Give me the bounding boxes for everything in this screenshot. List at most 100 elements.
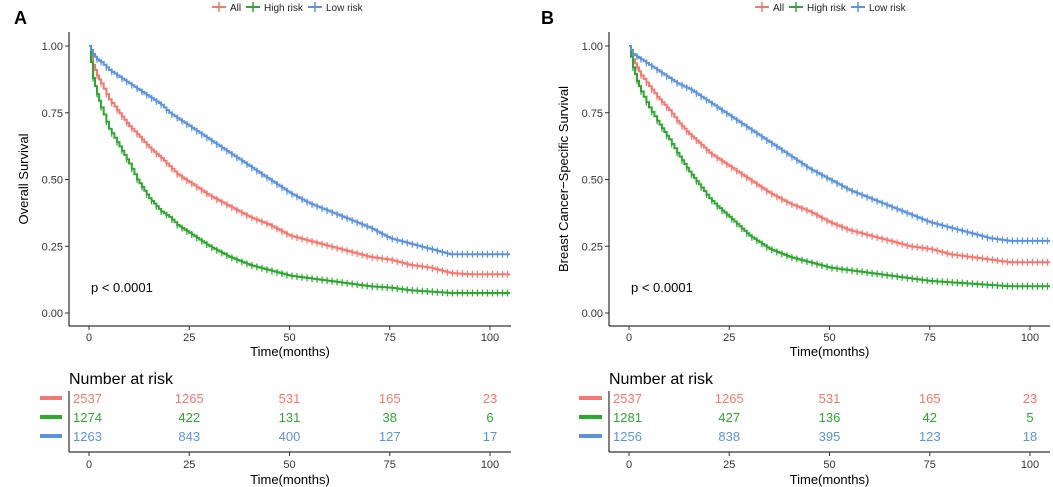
risk-x-tick-label: 25 [723, 459, 735, 471]
x-tick-label: 100 [481, 332, 499, 344]
risk-value: 395 [819, 429, 841, 444]
risk-x-axis-title: Time(months) [250, 472, 330, 487]
legend-item: All [755, 2, 784, 14]
risk-value: 2537 [613, 391, 642, 406]
risk-row-all: 2537 1265 531 165 23 [40, 391, 497, 406]
series-all [89, 45, 511, 278]
risk-row-low-risk: 1256 838 395 123 18 [579, 429, 1037, 444]
p-value: p < 0.0001 [631, 280, 693, 295]
risk-value: 427 [718, 410, 740, 425]
legend-item: High risk [789, 2, 847, 14]
risk-value: 23 [483, 391, 497, 406]
risk-value: 531 [819, 391, 841, 406]
risk-value: 123 [919, 429, 941, 444]
p-value: p < 0.0001 [91, 280, 153, 295]
x-tick-label: 75 [384, 332, 396, 344]
legend-label: Low risk [326, 3, 364, 14]
panel-label: B [541, 8, 554, 28]
y-tick-label: 0.50 [42, 175, 63, 187]
risk-value: 5 [1026, 410, 1033, 425]
risk-value: 23 [1023, 391, 1037, 406]
legend-item: All [212, 2, 241, 14]
x-tick-label: 75 [924, 332, 936, 344]
risk-x-tick-label: 75 [384, 459, 396, 471]
risk-x-tick-label: 50 [823, 459, 835, 471]
series-low-risk [89, 45, 511, 258]
risk-x-axis-title: Time(months) [790, 472, 870, 487]
risk-value: 127 [379, 429, 401, 444]
risk-x-tick-label: 50 [283, 459, 295, 471]
risk-x-tick-label: 0 [626, 459, 632, 471]
risk-value: 18 [1023, 429, 1037, 444]
legend-label: Low risk [869, 3, 907, 14]
risk-value: 422 [178, 410, 200, 425]
y-axis-title: Breast Cancer−Specific Survival [556, 86, 571, 272]
legend-item: High risk [246, 2, 304, 14]
risk-table: Number at risk 2537 1265 531 165 23 1274 422 131… [40, 371, 511, 487]
risk-value: 1265 [715, 391, 744, 406]
risk-row-high-risk: 1274 422 131 38 6 [40, 410, 494, 425]
legend-label: High risk [264, 3, 304, 14]
panel-A: A All High risk Low risk 0.00 0.25 0.50 0.75 1.0… [14, 2, 511, 487]
x-tick-label: 100 [1021, 332, 1039, 344]
y-axis-title: Overall Survival [16, 133, 31, 224]
risk-value: 1263 [73, 429, 102, 444]
risk-table-title: Number at risk [69, 371, 174, 388]
y-tick-label: 0.25 [582, 241, 603, 253]
x-axis-title: Time(months) [790, 344, 870, 359]
legend-label: High risk [807, 3, 847, 14]
risk-value: 400 [279, 429, 301, 444]
x-tick-label: 25 [183, 332, 195, 344]
y-tick-label: 1.00 [42, 41, 63, 53]
y-tick-label: 0.75 [42, 108, 63, 120]
x-tick-label: 25 [723, 332, 735, 344]
y-tick-label: 0.50 [582, 175, 603, 187]
risk-value: 42 [923, 410, 937, 425]
risk-x-tick-label: 0 [86, 459, 92, 471]
legend: All High risk Low risk [755, 2, 907, 14]
risk-row-high-risk: 1281 427 136 42 5 [579, 410, 1034, 425]
risk-value: 165 [919, 391, 941, 406]
x-axis-title: Time(months) [250, 344, 330, 359]
risk-value: 838 [718, 429, 740, 444]
x-tick-label: 50 [823, 332, 835, 344]
y-tick-label: 0.00 [582, 308, 603, 320]
risk-table-title: Number at risk [609, 371, 714, 388]
series-low-risk [629, 45, 1050, 245]
risk-x-tick-label: 100 [1021, 459, 1039, 471]
risk-value: 17 [483, 429, 497, 444]
series-high-risk [89, 45, 511, 297]
survival-curve [629, 45, 1050, 242]
x-tick-label: 0 [86, 332, 92, 344]
risk-table: Number at risk 2537 1265 531 165 23 1281 427 136… [579, 371, 1050, 487]
survival-curve [89, 45, 511, 294]
panel-label: A [14, 8, 27, 28]
legend: All High risk Low risk [212, 2, 364, 14]
x-tick-label: 50 [283, 332, 295, 344]
risk-value: 531 [279, 391, 301, 406]
panel-B: B All High risk Low risk 0.00 0.25 0.50 0.75 1.0… [541, 2, 1050, 487]
risk-x-tick-label: 75 [924, 459, 936, 471]
series-high-risk [629, 45, 1050, 290]
risk-value: 1281 [613, 410, 642, 425]
y-tick-label: 0.75 [582, 108, 603, 120]
risk-value: 6 [486, 410, 493, 425]
survival-curve [89, 45, 511, 276]
risk-row-all: 2537 1265 531 165 23 [579, 391, 1037, 406]
y-tick-label: 0.25 [42, 241, 63, 253]
risk-value: 1256 [613, 429, 642, 444]
risk-x-tick-label: 100 [481, 459, 499, 471]
risk-value: 165 [379, 391, 401, 406]
risk-value: 1265 [175, 391, 204, 406]
risk-value: 2537 [73, 391, 102, 406]
survival-curve [89, 45, 511, 256]
risk-value: 1274 [73, 410, 102, 425]
x-tick-label: 0 [626, 332, 632, 344]
risk-value: 38 [383, 410, 397, 425]
legend-item: Low risk [851, 2, 907, 14]
legend-label: All [773, 3, 784, 14]
legend-item: Low risk [308, 2, 364, 14]
risk-x-tick-label: 25 [183, 459, 195, 471]
risk-value: 136 [819, 410, 841, 425]
